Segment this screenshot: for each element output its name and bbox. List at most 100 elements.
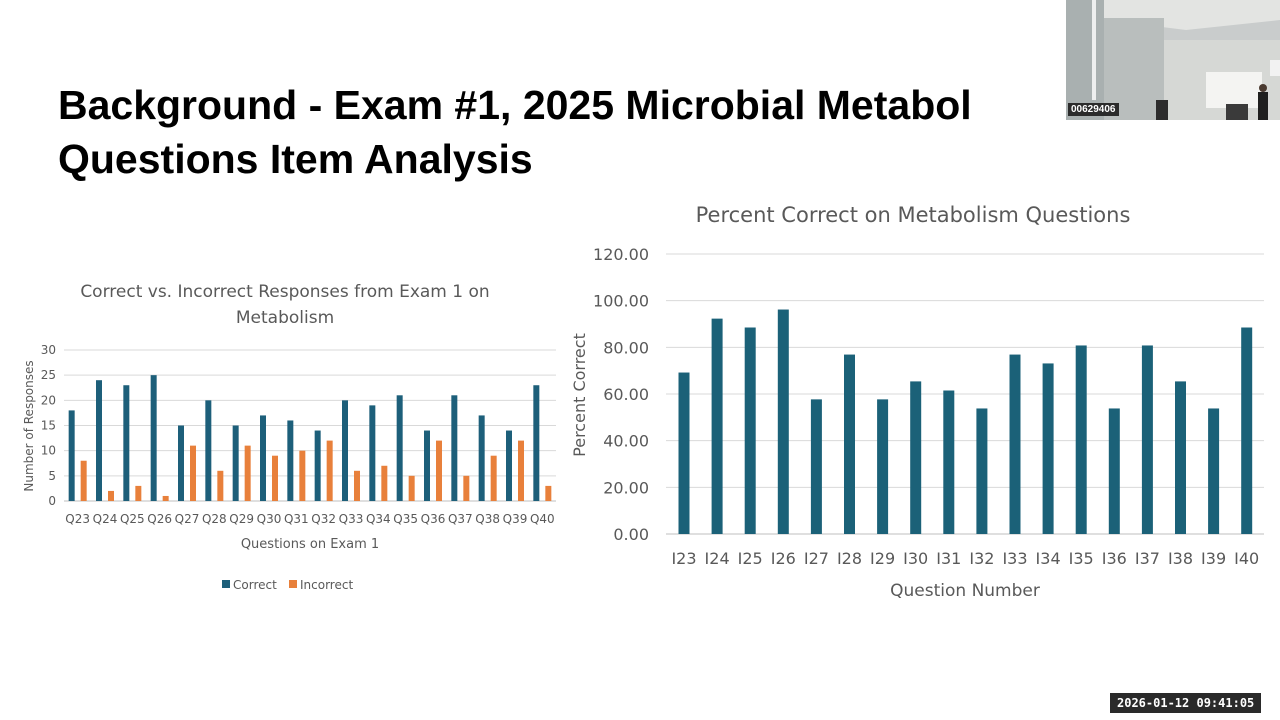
timestamp-label: 2026-01-12 09:41:05 (1110, 693, 1262, 713)
chart1-xtick-label: Q36 (421, 512, 446, 526)
chart2-xtick-label: I24 (705, 549, 730, 568)
chart1-ytick-label: 0 (48, 494, 56, 508)
chart1-bar-correct (451, 395, 458, 501)
chart2-title: Percent Correct on Metabolism Questions (696, 203, 1131, 227)
chart2-xtick-label: I23 (671, 549, 696, 568)
chart1-xtick-label: Q27 (175, 512, 200, 526)
chart2-bar (877, 399, 889, 534)
chart1-legend-swatch-correct (222, 580, 230, 588)
chart1-bar-correct (68, 410, 75, 501)
chart1-xtick-label: Q31 (284, 512, 309, 526)
chart2-xtick-label: I29 (870, 549, 895, 568)
chart1-bar-incorrect (408, 475, 415, 501)
chart1-bar-incorrect (190, 445, 196, 501)
chart1-ytick-label: 30 (41, 343, 56, 357)
chart2-bar (1141, 345, 1153, 534)
chart1-xtick-label: Q24 (93, 512, 118, 526)
chart1-bar-correct (260, 415, 266, 501)
chart1-ytick-label: 10 (41, 444, 56, 458)
chart1-ytick-label: 25 (41, 368, 56, 382)
chart1-bar-correct (314, 430, 321, 501)
chart1-bar-incorrect (518, 440, 524, 501)
chart2-xtick-label: I34 (1036, 549, 1061, 568)
chart1-bar-correct (533, 385, 540, 501)
chart1-bar-correct (396, 395, 403, 501)
chart2-bar (910, 381, 922, 534)
chart1-bar-correct (178, 425, 184, 501)
chart2-xtick-label: I38 (1168, 549, 1193, 568)
chart2-xtick-label: I30 (903, 549, 928, 568)
chart1-xtick-label: Q32 (311, 512, 336, 526)
chart2-x-axis-title: Question Number (890, 581, 1040, 601)
chart1-ytick-label: 15 (41, 419, 56, 433)
slide-title-line1: Background - Exam #1, 2025 Microbial Met… (58, 82, 972, 128)
chart2-bar (1075, 345, 1087, 534)
chart1-bar-correct (205, 400, 212, 501)
chart2-bar (844, 354, 855, 534)
chart2-ytick-label: 0.00 (613, 525, 649, 544)
chart1-legend-label-incorrect: Incorrect (300, 578, 353, 592)
chart2-xtick-label: I40 (1234, 549, 1259, 568)
chart1-bar-incorrect (490, 455, 497, 501)
chart1-title-line1: Correct vs. Incorrect Responses from Exa… (80, 282, 489, 302)
chart1-bar-incorrect (463, 475, 470, 501)
chart1-xtick-label: Q29 (229, 512, 254, 526)
chart2-xtick-label: I28 (837, 549, 862, 568)
chart2-xtick-label: I39 (1201, 549, 1226, 568)
slide-title-line2: Questions Item Analysis (58, 136, 533, 182)
chart2-bar (1009, 354, 1021, 534)
chart1-bar-incorrect (108, 490, 114, 501)
chart2-xtick-label: I25 (738, 549, 763, 568)
chart2-bar (976, 408, 988, 534)
chart1-xtick-label: Q30 (257, 512, 282, 526)
chart1-ytick-label: 5 (48, 469, 56, 483)
chart1-bar-incorrect (436, 440, 442, 501)
chart2-bar (1042, 363, 1054, 534)
chart1-y-axis-title: Number of Responses (22, 360, 36, 491)
chart1-bar-incorrect (80, 460, 87, 501)
chart2-bar (1241, 327, 1253, 534)
chart2-xtick-label: I32 (969, 549, 994, 568)
chart2-bar (1175, 381, 1186, 534)
chart1-xtick-label: Q38 (475, 512, 500, 526)
chart1-bar-correct (96, 380, 102, 501)
chart2-bar (810, 399, 822, 534)
chart2-xtick-label: I26 (771, 549, 796, 568)
chart2-ytick-label: 100.00 (593, 292, 649, 311)
chart1-x-axis-title: Questions on Exam 1 (241, 537, 379, 552)
chart2-bar (711, 318, 723, 534)
chart1-xtick-label: Q35 (393, 512, 418, 526)
chart1-bar-incorrect (217, 470, 224, 501)
webcam-feed (1066, 0, 1280, 120)
chart1-bar-correct (123, 385, 130, 501)
slide-title: Background - Exam #1, 2025 Microbial Met… (58, 78, 1068, 186)
chart2-bar (678, 372, 690, 534)
chart1-bar-incorrect (162, 495, 169, 501)
chart2-ytick-label: 20.00 (603, 478, 649, 497)
chart1-bar-incorrect (545, 485, 552, 501)
chart1-bar-correct (506, 430, 512, 501)
chart1-bar-correct (369, 405, 376, 501)
chart2-xtick-label: I27 (804, 549, 829, 568)
chart1-bar-incorrect (244, 445, 251, 501)
chart2-bar (777, 309, 789, 534)
chart2-xtick-label: I33 (1002, 549, 1027, 568)
chart1-bar-correct (232, 425, 239, 501)
chart1-bar-correct (478, 415, 485, 501)
chart1-bar-incorrect (354, 470, 360, 501)
chart1-xtick-label: Q28 (202, 512, 227, 526)
chart1-bar-correct (342, 400, 348, 501)
chart1-xtick-label: Q25 (120, 512, 145, 526)
chart2-ytick-label: 120.00 (593, 245, 649, 264)
chart2-bar (1208, 408, 1220, 534)
chart1-xtick-label: Q40 (530, 512, 555, 526)
chart1-bar-correct (424, 430, 430, 501)
chart2-xtick-label: I36 (1102, 549, 1127, 568)
chart1-bar-incorrect (135, 485, 142, 501)
chart2-xtick-label: I35 (1069, 549, 1094, 568)
chart2-bar (943, 390, 955, 534)
chart1-legend-swatch-incorrect (289, 580, 297, 588)
chart2-ytick-label: 80.00 (603, 338, 649, 357)
